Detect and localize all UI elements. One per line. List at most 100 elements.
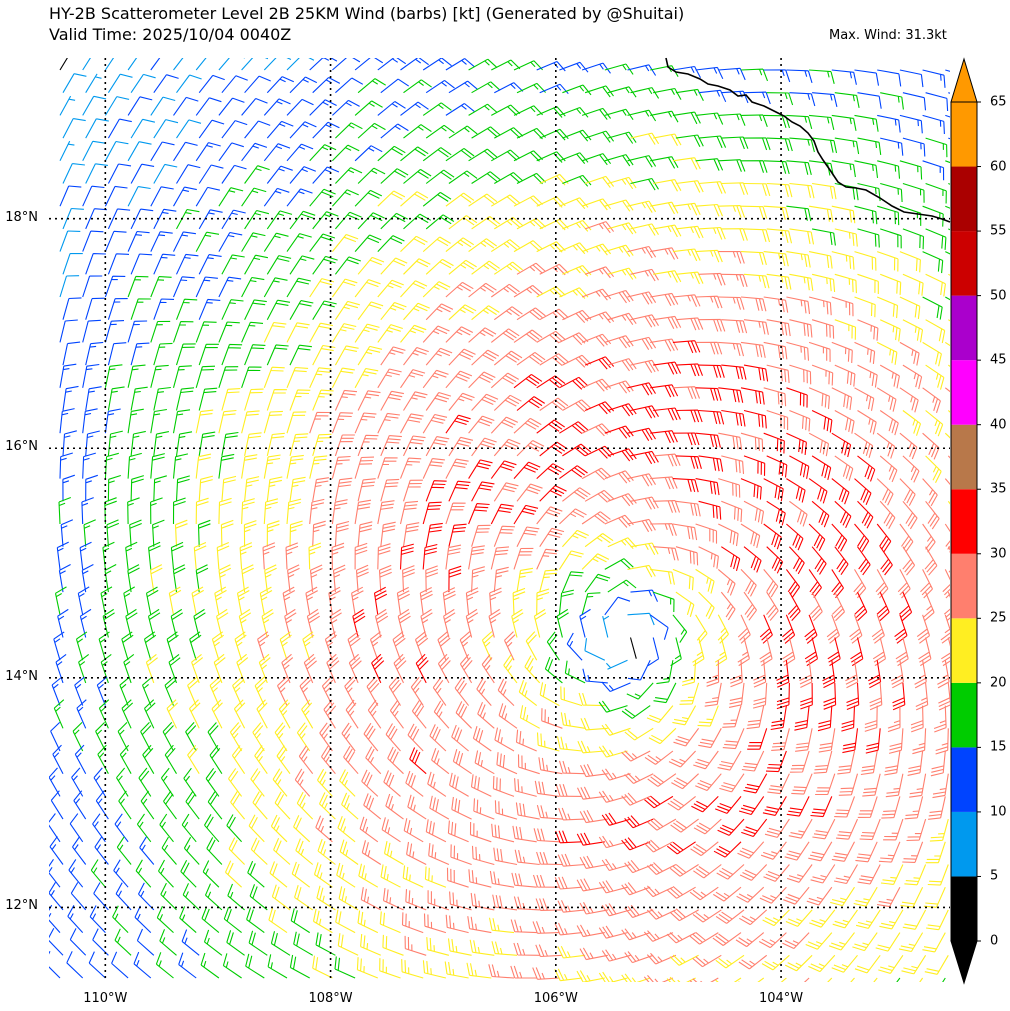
barb-path <box>559 421 589 434</box>
wind-barb <box>630 223 659 236</box>
barb-path <box>581 378 612 392</box>
wind-barb <box>497 678 515 706</box>
barb-path <box>422 325 450 343</box>
wind-barb <box>926 909 949 931</box>
barb-path <box>195 497 209 525</box>
barb-path <box>159 813 174 843</box>
barb-path <box>721 182 749 195</box>
barb-path <box>513 504 539 525</box>
barb-path <box>334 434 355 457</box>
barb-path <box>879 909 904 930</box>
barb-path <box>82 95 107 116</box>
wind-barb <box>879 364 900 389</box>
wind-barb <box>534 780 560 797</box>
wind-barb <box>150 320 171 343</box>
barb-path <box>795 728 813 752</box>
barb-path <box>335 167 363 184</box>
wind-barb <box>448 304 477 321</box>
wind-barb <box>445 281 474 298</box>
wind-barb <box>808 478 828 504</box>
wind-barb <box>630 177 659 191</box>
wind-barb <box>918 637 932 667</box>
wind-barb <box>471 260 500 275</box>
wind-barb <box>377 279 404 298</box>
wind-barb <box>753 660 767 688</box>
barb-path <box>130 386 148 411</box>
barb-path <box>743 409 767 429</box>
wind-barb <box>740 523 761 549</box>
barb-path <box>513 417 542 434</box>
barb-path <box>357 434 379 457</box>
barb-path <box>357 345 383 366</box>
wind-barb <box>804 637 819 667</box>
wind-barb <box>559 287 589 299</box>
barb-path <box>576 878 605 892</box>
barb-path <box>916 614 931 644</box>
barb-path <box>561 571 584 593</box>
wind-barb <box>111 951 129 979</box>
wind-barb <box>89 905 106 933</box>
wind-barb <box>469 821 492 843</box>
barb-path <box>150 186 174 207</box>
barb-path <box>445 147 475 162</box>
wind-barb <box>647 773 677 787</box>
wind-barb <box>876 591 890 622</box>
barb-path <box>878 954 904 974</box>
wind-barb <box>198 119 225 139</box>
barb-path <box>218 187 244 207</box>
wind-barb <box>468 371 496 389</box>
wind-barb <box>296 791 314 820</box>
wind-barb <box>360 887 382 911</box>
wind-barb <box>516 396 545 411</box>
wind-barb <box>360 933 382 956</box>
barb-path <box>892 682 906 711</box>
barb-path <box>598 835 628 849</box>
barb-path <box>258 653 271 684</box>
barb-path <box>179 906 197 934</box>
barb-path <box>536 804 563 820</box>
barb-path <box>504 631 516 661</box>
barb-path <box>407 723 424 752</box>
barb-path <box>899 296 921 319</box>
wind-barb <box>400 324 427 343</box>
wind-barb <box>358 863 379 888</box>
barb-path <box>104 408 121 434</box>
wind-barb <box>85 253 106 275</box>
wind-barb <box>85 73 102 93</box>
wind-barb <box>422 543 438 570</box>
barb-path <box>865 728 881 754</box>
wind-barb <box>303 653 317 684</box>
wind-barb <box>287 564 300 593</box>
barb-path <box>195 186 221 207</box>
barb-path <box>541 708 563 729</box>
wind-barb <box>629 637 637 659</box>
barb-path <box>445 326 474 343</box>
wind-barb <box>422 147 452 162</box>
barb-path <box>244 476 260 502</box>
wind-barb <box>557 900 586 913</box>
barb-path <box>49 927 64 956</box>
wind-barb <box>607 312 637 326</box>
barb-path <box>513 547 534 570</box>
barb-path <box>789 137 815 153</box>
wind-barb <box>445 147 475 162</box>
wind-barb <box>266 299 291 320</box>
wind-barb <box>902 273 924 296</box>
wind-barb <box>493 350 523 366</box>
barb-path <box>695 387 722 401</box>
wind-barb <box>125 608 138 638</box>
wind-barb <box>221 75 248 94</box>
wind-barb <box>241 97 268 116</box>
wind-barb <box>831 841 855 862</box>
wind-barb <box>493 482 519 502</box>
barb-path <box>627 291 657 305</box>
barb-path <box>202 860 220 888</box>
wind-barb <box>881 796 901 819</box>
wind-barb <box>377 368 402 389</box>
wind-barb <box>579 810 608 824</box>
wind-barb <box>226 814 243 843</box>
barb-path <box>924 955 949 975</box>
wind-barb <box>604 335 634 349</box>
wind-barb <box>536 506 563 525</box>
barb-path <box>309 564 323 593</box>
